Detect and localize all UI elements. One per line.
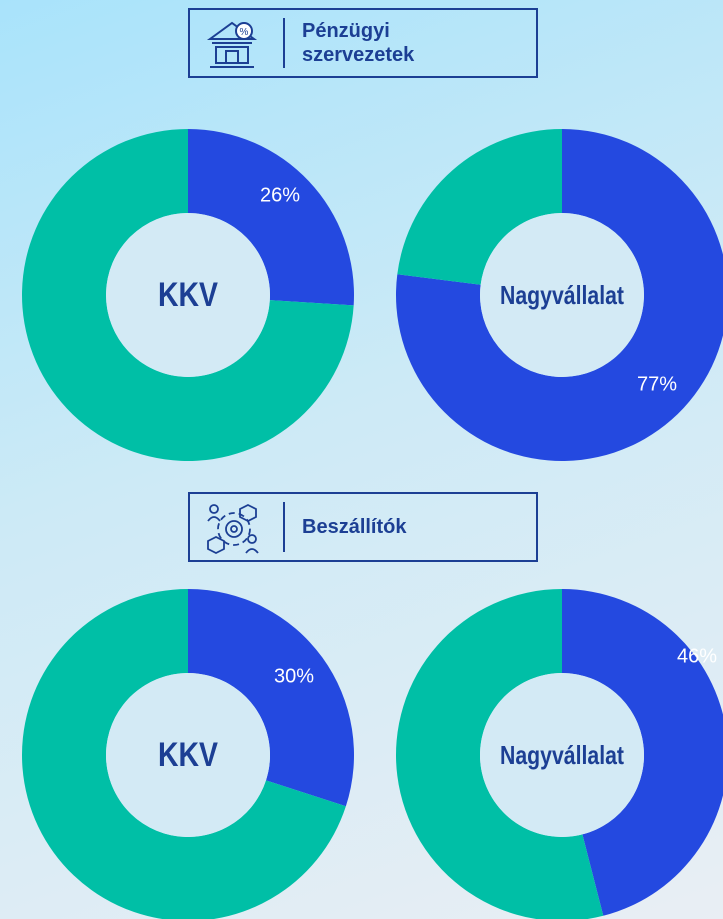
center-label: Nagyvállalat [500, 740, 624, 770]
donut-hole [480, 213, 644, 377]
donut-segment [188, 589, 355, 807]
donut-segment [562, 589, 723, 916]
value-label: 26% [260, 184, 300, 206]
section-header: Beszállítók [188, 492, 538, 562]
donut-hole [106, 673, 270, 837]
donut-segment [396, 589, 604, 919]
donut-segment [188, 129, 354, 306]
section-header: % Pénzügyi szervezetek [188, 8, 538, 78]
center-label: KKV [158, 276, 218, 314]
donut-segment [396, 129, 723, 461]
donut-hole [106, 213, 270, 377]
value-label: 30% [274, 665, 314, 687]
supply-icon [207, 503, 259, 555]
separator [283, 18, 285, 68]
section-title: Pénzügyi szervezetek [302, 20, 415, 66]
center-label: KKV [158, 736, 218, 774]
donut-hole [480, 673, 644, 837]
donut-segment [22, 589, 346, 919]
value-label: 77% [637, 373, 677, 395]
donut-segment [21, 129, 354, 462]
donut-segment [397, 129, 562, 285]
center-label: Nagyvállalat [500, 280, 624, 310]
separator [283, 502, 285, 552]
value-label: 46% [677, 645, 717, 667]
bank-icon: % [206, 21, 258, 68]
svg-text:%: % [240, 27, 249, 38]
section-title: Beszállítók [302, 516, 407, 538]
